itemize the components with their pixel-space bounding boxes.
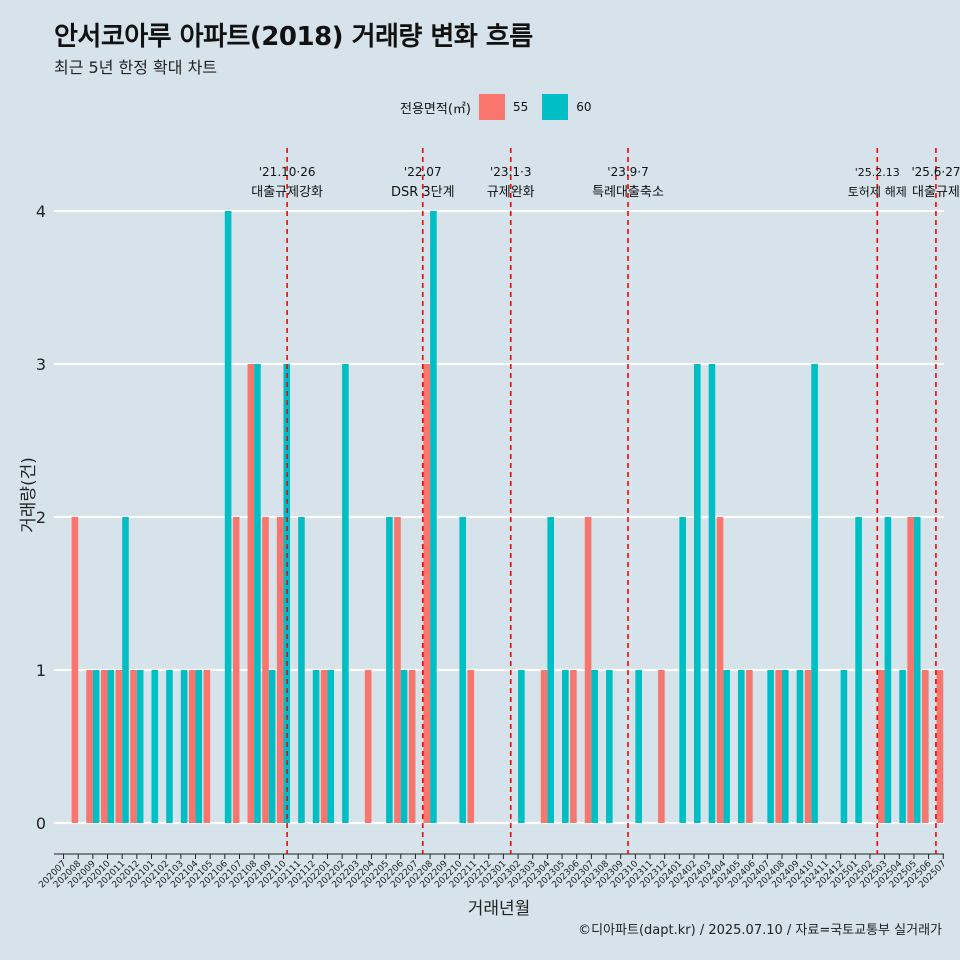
bar-60-202104 (195, 670, 203, 823)
bar-60-202410 (811, 364, 818, 823)
event-date: '21.10·26 (259, 165, 316, 179)
bar-60-202505 (913, 517, 921, 823)
bar-55-202105 (203, 670, 211, 823)
bar-55-202207 (408, 670, 416, 823)
bar-60-202206 (400, 670, 408, 823)
bar-60-202407 (767, 670, 774, 823)
y-tick-label: 3 (36, 355, 46, 374)
bar-60-202412 (840, 670, 848, 823)
legend-key-60 (542, 94, 569, 120)
bar-60-202503 (884, 517, 892, 823)
event-date: '25.2.13 (855, 166, 900, 179)
chart-subtitle: 최근 5년 한정 확대 차트 (54, 58, 218, 77)
bar-60-202307 (591, 670, 598, 823)
y-axis-title: 거래량(건) (19, 457, 39, 533)
bar-60-202103 (180, 670, 188, 823)
event-date: '23.9·7 (607, 165, 648, 179)
event-label: 대출규제 (912, 185, 960, 200)
bar-55-202410 (804, 670, 812, 823)
bar-55-202110 (276, 517, 284, 823)
bar-60-202302 (518, 670, 525, 823)
y-tick-label: 0 (36, 814, 46, 833)
bar-60-202501 (855, 517, 862, 823)
bar-55-202201 (320, 670, 328, 823)
bar-60-202011 (122, 517, 129, 823)
bar-60-202304 (547, 517, 554, 823)
bar-60-202109 (268, 670, 276, 823)
bar-60-202401 (679, 517, 686, 823)
bar-55-202406 (746, 670, 753, 823)
bar-55-202507 (936, 670, 944, 823)
bar-60-202201 (327, 670, 335, 823)
bar-55-202012 (130, 670, 137, 823)
bar-55-202204 (364, 670, 372, 823)
bar-55-202307 (584, 517, 592, 823)
bar-55-202306 (570, 670, 577, 823)
bar-55-202104 (188, 670, 196, 823)
y-tick-label: 4 (36, 202, 46, 221)
bar-60-202402 (694, 364, 701, 823)
legend: 전용면적(㎡) 55 60 (400, 94, 606, 120)
event-label: 대출규제강화 (251, 185, 323, 200)
bar-60-202208 (430, 211, 437, 823)
bar-55-202208 (423, 364, 431, 823)
bar-55-202107 (232, 517, 240, 823)
legend-label-60: 60 (576, 100, 592, 114)
y-tick-label: 2 (36, 508, 46, 527)
bar-60-202308 (606, 670, 613, 823)
bar-60-202305 (562, 670, 569, 823)
bar-60-202102 (166, 670, 173, 823)
legend-title: 전용면적(㎡) (400, 101, 471, 117)
bar-60-202404 (723, 670, 730, 823)
bar-55-202008 (71, 517, 79, 823)
bar-55-202010 (100, 670, 108, 823)
bar-60-202112 (312, 670, 320, 823)
chart-caption: ©디아파트(dapt.kr) / 2025.07.10 / 자료=국토교통부 실… (578, 923, 942, 938)
bar-60-202009 (92, 670, 100, 823)
bar-60-202205 (386, 517, 393, 823)
chart-title: 안서코아루 아파트(2018) 거래량 변화 흐름 (54, 22, 533, 52)
bar-55-202108 (247, 364, 255, 823)
y-tick-label: 1 (36, 661, 46, 680)
bar-60-202405 (737, 670, 745, 823)
event-label: 특례대출축소 (592, 185, 664, 200)
event-label: DSR 3단계 (391, 185, 455, 200)
bar-60-202202 (342, 364, 349, 823)
event-label: 규제완화 (487, 185, 535, 200)
bar-55-202011 (115, 670, 123, 823)
bar-60-202010 (107, 670, 115, 823)
legend-label-55: 55 (512, 100, 529, 114)
event-date: '22.07 (404, 165, 442, 179)
event-date: '25.6·27 (911, 165, 960, 179)
bar-60-202408 (781, 670, 789, 823)
bar-60-202106 (224, 211, 232, 823)
bar-60-202108 (254, 364, 261, 823)
bar-55-202505 (907, 517, 914, 823)
bar-55-202211 (467, 670, 475, 823)
x-axis-title: 거래년월 (468, 899, 531, 919)
bar-55-202503 (878, 670, 885, 823)
bar-60-202310 (635, 670, 642, 823)
bar-55-202404 (716, 517, 724, 823)
bar-60-202111 (298, 517, 305, 823)
bar-60-202504 (899, 670, 906, 823)
event-date: '23.1·3 (490, 165, 531, 179)
legend-key-55 (478, 94, 505, 120)
bar-55-202304 (540, 670, 548, 823)
bar-55-202506 (922, 670, 929, 823)
bar-55-202312 (658, 670, 665, 823)
bar-55-202109 (262, 517, 269, 823)
bar-60-202210 (459, 517, 467, 823)
bar-60-202101 (151, 670, 159, 823)
bar-55-202408 (775, 670, 782, 823)
bar-60-202409 (796, 670, 804, 823)
bar-55-202009 (86, 670, 93, 823)
event-label: 토허제 해제 (848, 185, 907, 199)
bar-60-202012 (136, 670, 144, 823)
bar-55-202206 (394, 517, 401, 823)
bar-60-202403 (708, 364, 716, 823)
